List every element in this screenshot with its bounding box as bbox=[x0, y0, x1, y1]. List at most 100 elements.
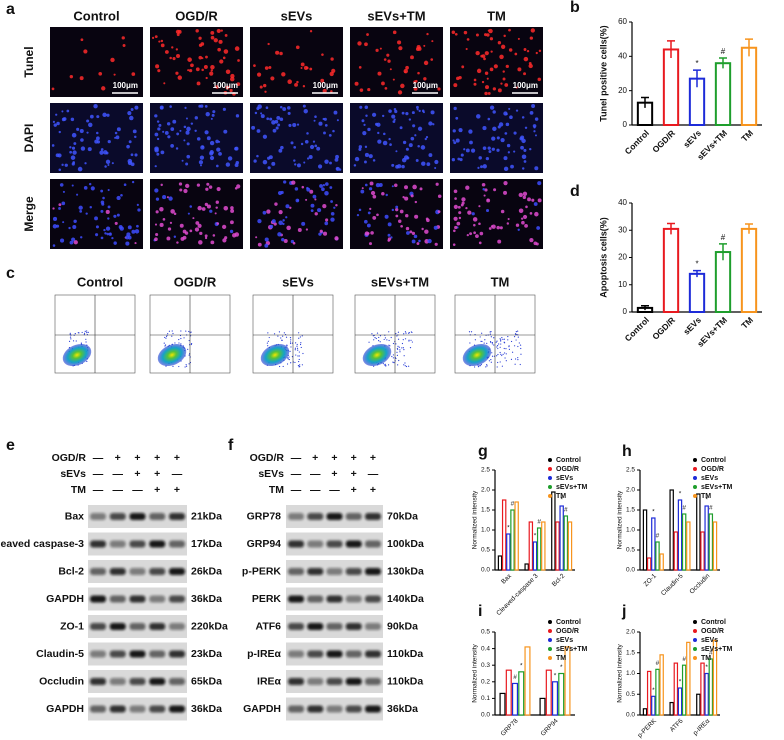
cell-dot bbox=[186, 154, 191, 159]
cell-dot bbox=[107, 163, 110, 167]
legend-label: TM bbox=[701, 493, 711, 500]
cell-dot bbox=[375, 122, 379, 126]
cell-dot bbox=[325, 182, 329, 186]
cell-dot bbox=[116, 195, 121, 201]
cell-dot bbox=[369, 181, 374, 186]
event-dot bbox=[267, 340, 269, 342]
event-dot bbox=[493, 344, 495, 346]
event-dot bbox=[190, 343, 192, 346]
cell-dot bbox=[397, 90, 403, 95]
bar bbox=[532, 541, 538, 571]
legend-label: TM bbox=[701, 655, 711, 662]
cell-dot bbox=[473, 231, 476, 235]
cell-dot bbox=[484, 71, 489, 75]
cell-dot bbox=[367, 127, 371, 132]
event-dot bbox=[185, 364, 187, 366]
cell-dot bbox=[365, 114, 368, 117]
cell-dot bbox=[519, 136, 523, 141]
bar bbox=[518, 671, 525, 716]
cell-dot bbox=[395, 150, 398, 153]
event-dot bbox=[396, 348, 399, 350]
cell-dot bbox=[181, 159, 184, 162]
cell-dot bbox=[254, 111, 258, 115]
cell-dot bbox=[209, 151, 214, 156]
event-dot bbox=[392, 357, 394, 359]
blot-label: GAPDH bbox=[46, 593, 84, 605]
bar bbox=[551, 491, 556, 571]
blot-band bbox=[345, 513, 362, 520]
cell-dot bbox=[222, 238, 227, 243]
cell-dot bbox=[520, 145, 524, 150]
cell-dot bbox=[400, 83, 405, 89]
cell-dot bbox=[434, 167, 437, 170]
bar bbox=[559, 505, 564, 571]
event-dot bbox=[373, 339, 375, 341]
cell-dot bbox=[156, 152, 160, 156]
bar bbox=[539, 697, 546, 716]
event-dot bbox=[296, 345, 298, 347]
cell-dot bbox=[331, 68, 336, 73]
cell-dot bbox=[155, 64, 160, 69]
cell-dot bbox=[354, 156, 360, 162]
cell-dot bbox=[253, 64, 256, 68]
event-dot bbox=[273, 333, 276, 335]
cell-dot bbox=[319, 184, 323, 188]
cell-dot bbox=[430, 58, 434, 61]
legend-swatch bbox=[548, 647, 552, 651]
blot-band bbox=[365, 540, 381, 548]
cell-dot bbox=[394, 183, 398, 188]
event-dot bbox=[185, 365, 188, 367]
cell-dot bbox=[364, 160, 367, 164]
blot-band bbox=[149, 678, 166, 685]
cell-dot bbox=[361, 187, 364, 190]
cell-dot bbox=[175, 48, 179, 51]
cell-dot bbox=[70, 117, 75, 122]
bar bbox=[545, 669, 552, 716]
event-dot bbox=[501, 354, 503, 357]
cell-dot bbox=[503, 190, 508, 195]
cell-dot bbox=[230, 209, 235, 213]
x-tick-label: p-PERK bbox=[636, 717, 658, 739]
cell-dot bbox=[508, 28, 511, 32]
event-dot bbox=[470, 331, 473, 333]
blot-band bbox=[109, 595, 126, 603]
event-dot bbox=[75, 340, 77, 342]
blot-label: Bax bbox=[65, 510, 84, 522]
cell-dot bbox=[526, 49, 530, 53]
cell-dot bbox=[508, 48, 513, 52]
scale-bar-label: 100μm bbox=[213, 81, 238, 90]
blot-band bbox=[169, 513, 185, 520]
cell-dot bbox=[330, 211, 335, 216]
x-tick-label: TM bbox=[739, 315, 755, 331]
cell-dot bbox=[353, 164, 357, 167]
cell-dot bbox=[484, 188, 488, 192]
cell-dot bbox=[266, 209, 271, 214]
event-dot bbox=[180, 330, 182, 332]
cell-dot bbox=[289, 206, 292, 209]
cell-dot bbox=[167, 227, 172, 231]
cell-dot bbox=[520, 217, 524, 220]
event-dot bbox=[171, 335, 173, 337]
cell-dot bbox=[507, 217, 510, 221]
cell-dot bbox=[134, 135, 137, 139]
annotation: # bbox=[564, 507, 568, 514]
event-dot bbox=[485, 366, 487, 368]
cell-dot bbox=[72, 225, 77, 230]
event-dot bbox=[500, 339, 502, 341]
event-dot bbox=[69, 333, 71, 335]
blot-band bbox=[90, 595, 106, 603]
cell-dot bbox=[422, 111, 425, 114]
event-dot bbox=[283, 332, 285, 334]
bar bbox=[696, 693, 701, 716]
blot-size: 36kDa bbox=[191, 593, 222, 605]
bar bbox=[497, 555, 503, 571]
cell-dot bbox=[375, 48, 379, 52]
cell-dot bbox=[504, 132, 508, 135]
cell-dot bbox=[230, 76, 235, 82]
cell-dot bbox=[375, 182, 381, 188]
cell-dot bbox=[52, 224, 58, 229]
column-label: sEVs bbox=[282, 274, 314, 289]
legend-swatch bbox=[548, 620, 552, 624]
blot-size: 17kDa bbox=[191, 538, 222, 550]
row-label: DAPI bbox=[22, 124, 36, 153]
